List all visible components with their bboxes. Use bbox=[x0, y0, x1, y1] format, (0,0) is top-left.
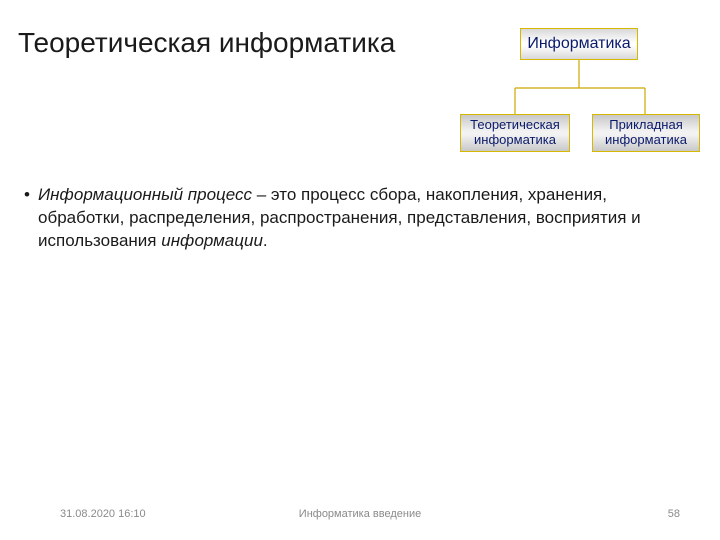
hierarchy-diagram: Информатика Теоретическая информатика Пр… bbox=[460, 28, 700, 158]
bullet-icon: • bbox=[24, 184, 38, 253]
body-emph: информации bbox=[161, 231, 263, 250]
slide: Теоретическая информатика Информатика Те… bbox=[0, 0, 720, 540]
slide-title: Теоретическая информатика bbox=[18, 26, 395, 60]
diagram-node-right: Прикладная информатика bbox=[592, 114, 700, 152]
body-dash: – bbox=[252, 185, 271, 204]
body-paragraph: • Информационный процесс – это процесс с… bbox=[24, 184, 690, 253]
footer-page: 58 bbox=[668, 508, 680, 520]
diagram-node-root: Информатика bbox=[520, 28, 638, 60]
body-content: Информационный процесс – это процесс сбо… bbox=[38, 184, 690, 253]
footer-center: Информатика введение bbox=[0, 508, 720, 520]
body-term: Информационный процесс bbox=[38, 185, 252, 204]
body-tail: . bbox=[263, 231, 268, 250]
diagram-node-left: Теоретическая информатика bbox=[460, 114, 570, 152]
slide-footer: 31.08.2020 16:10 Информатика введение 58 bbox=[0, 508, 720, 526]
